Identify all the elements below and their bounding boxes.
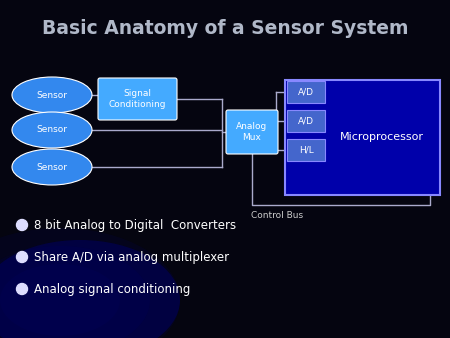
- Bar: [287, 81, 325, 103]
- Text: Basic Anatomy of a Sensor System: Basic Anatomy of a Sensor System: [42, 19, 408, 38]
- FancyBboxPatch shape: [226, 110, 278, 154]
- Ellipse shape: [12, 149, 92, 185]
- Text: Sensor: Sensor: [36, 125, 68, 135]
- Text: Analog
Mux: Analog Mux: [236, 122, 268, 142]
- Bar: [287, 139, 325, 161]
- Ellipse shape: [12, 77, 92, 113]
- Text: Sensor: Sensor: [36, 163, 68, 171]
- Ellipse shape: [0, 228, 180, 338]
- Text: Control Bus: Control Bus: [251, 211, 303, 220]
- Text: A/D: A/D: [298, 88, 314, 97]
- Text: Sensor: Sensor: [36, 91, 68, 99]
- Bar: [287, 110, 325, 132]
- Circle shape: [17, 284, 27, 294]
- Bar: [285, 80, 440, 195]
- Ellipse shape: [12, 112, 92, 148]
- Text: Share A/D via analog multiplexer: Share A/D via analog multiplexer: [34, 250, 229, 264]
- Text: A/D: A/D: [298, 117, 314, 125]
- Circle shape: [17, 219, 27, 231]
- Text: H/L: H/L: [299, 145, 313, 154]
- Text: 8 bit Analog to Digital  Converters: 8 bit Analog to Digital Converters: [34, 218, 236, 232]
- Circle shape: [17, 251, 27, 263]
- Text: Signal
Conditioning: Signal Conditioning: [109, 89, 166, 109]
- Text: Microprocessor: Microprocessor: [339, 132, 423, 143]
- Ellipse shape: [0, 240, 180, 338]
- Ellipse shape: [0, 246, 150, 338]
- Ellipse shape: [0, 264, 120, 336]
- FancyBboxPatch shape: [98, 78, 177, 120]
- Text: Analog signal conditioning: Analog signal conditioning: [34, 283, 190, 295]
